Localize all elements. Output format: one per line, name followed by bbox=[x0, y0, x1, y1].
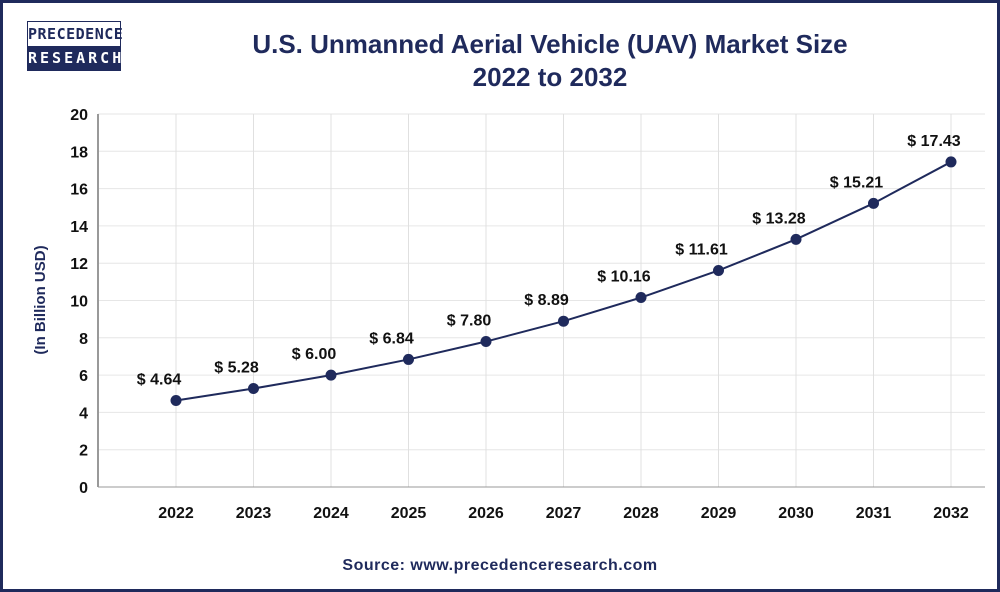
logo: PRECEDENCE RESEARCH bbox=[27, 21, 123, 71]
y-tick-label: 6 bbox=[79, 368, 88, 385]
data-label: $ 4.64 bbox=[137, 371, 182, 388]
y-tick-label: 20 bbox=[70, 107, 88, 124]
chart-title: U.S. Unmanned Aerial Vehicle (UAV) Marke… bbox=[252, 29, 848, 59]
x-tick-label: 2032 bbox=[933, 505, 969, 522]
data-label: $ 6.84 bbox=[369, 330, 414, 347]
x-tick-label: 2029 bbox=[701, 505, 737, 522]
x-tick-label: 2024 bbox=[313, 505, 349, 522]
data-label: $ 7.80 bbox=[447, 313, 492, 330]
data-label: $ 11.61 bbox=[675, 241, 728, 258]
x-tick-label: 2023 bbox=[236, 505, 272, 522]
y-tick-label: 16 bbox=[70, 182, 88, 199]
y-tick-label: 8 bbox=[79, 331, 88, 348]
data-label: $ 17.43 bbox=[907, 133, 960, 150]
x-tick-label: 2028 bbox=[623, 505, 659, 522]
source-note: Source: www.precedenceresearch.com bbox=[342, 557, 658, 574]
data-point bbox=[635, 292, 647, 304]
x-tick-label: 2030 bbox=[778, 505, 814, 522]
y-tick-label: 2 bbox=[79, 443, 88, 460]
data-label: $ 15.21 bbox=[830, 174, 883, 191]
data-label: $ 6.00 bbox=[292, 346, 337, 363]
data-label: $ 13.28 bbox=[752, 210, 805, 227]
y-tick-label: 10 bbox=[70, 294, 88, 311]
y-tick-label: 4 bbox=[79, 405, 88, 422]
x-tick-label: 2027 bbox=[546, 505, 582, 522]
data-point bbox=[170, 394, 182, 406]
y-axis-label: (In Billion USD) bbox=[32, 245, 49, 354]
y-tick-label: 18 bbox=[70, 144, 88, 161]
data-point bbox=[325, 369, 337, 381]
data-point bbox=[868, 197, 879, 209]
x-tick-label: 2025 bbox=[391, 505, 427, 522]
chart-title-block: U.S. Unmanned Aerial Vehicle (UAV) Marke… bbox=[150, 28, 950, 94]
data-point bbox=[945, 156, 957, 168]
chart-subtitle: 2022 to 2032 bbox=[472, 62, 628, 92]
data-point bbox=[558, 315, 569, 327]
y-tick-label: 12 bbox=[70, 256, 88, 273]
x-tick-label: 2026 bbox=[468, 505, 504, 522]
y-tick-label: 14 bbox=[70, 219, 88, 236]
logo-line1: PRECEDENCE bbox=[28, 22, 123, 46]
data-point bbox=[480, 336, 492, 348]
data-point bbox=[713, 264, 724, 276]
data-label: $ 8.89 bbox=[524, 292, 569, 309]
y-tick-label: 0 bbox=[79, 480, 88, 497]
data-label: $ 10.16 bbox=[597, 269, 650, 286]
data-point bbox=[790, 233, 802, 245]
x-tick-label: 2031 bbox=[856, 505, 892, 522]
data-point bbox=[248, 383, 259, 395]
data-label: $ 5.28 bbox=[214, 360, 259, 377]
x-tick-label: 2022 bbox=[158, 505, 194, 522]
data-point bbox=[403, 353, 414, 365]
logo-line2: RESEARCH bbox=[28, 46, 121, 70]
